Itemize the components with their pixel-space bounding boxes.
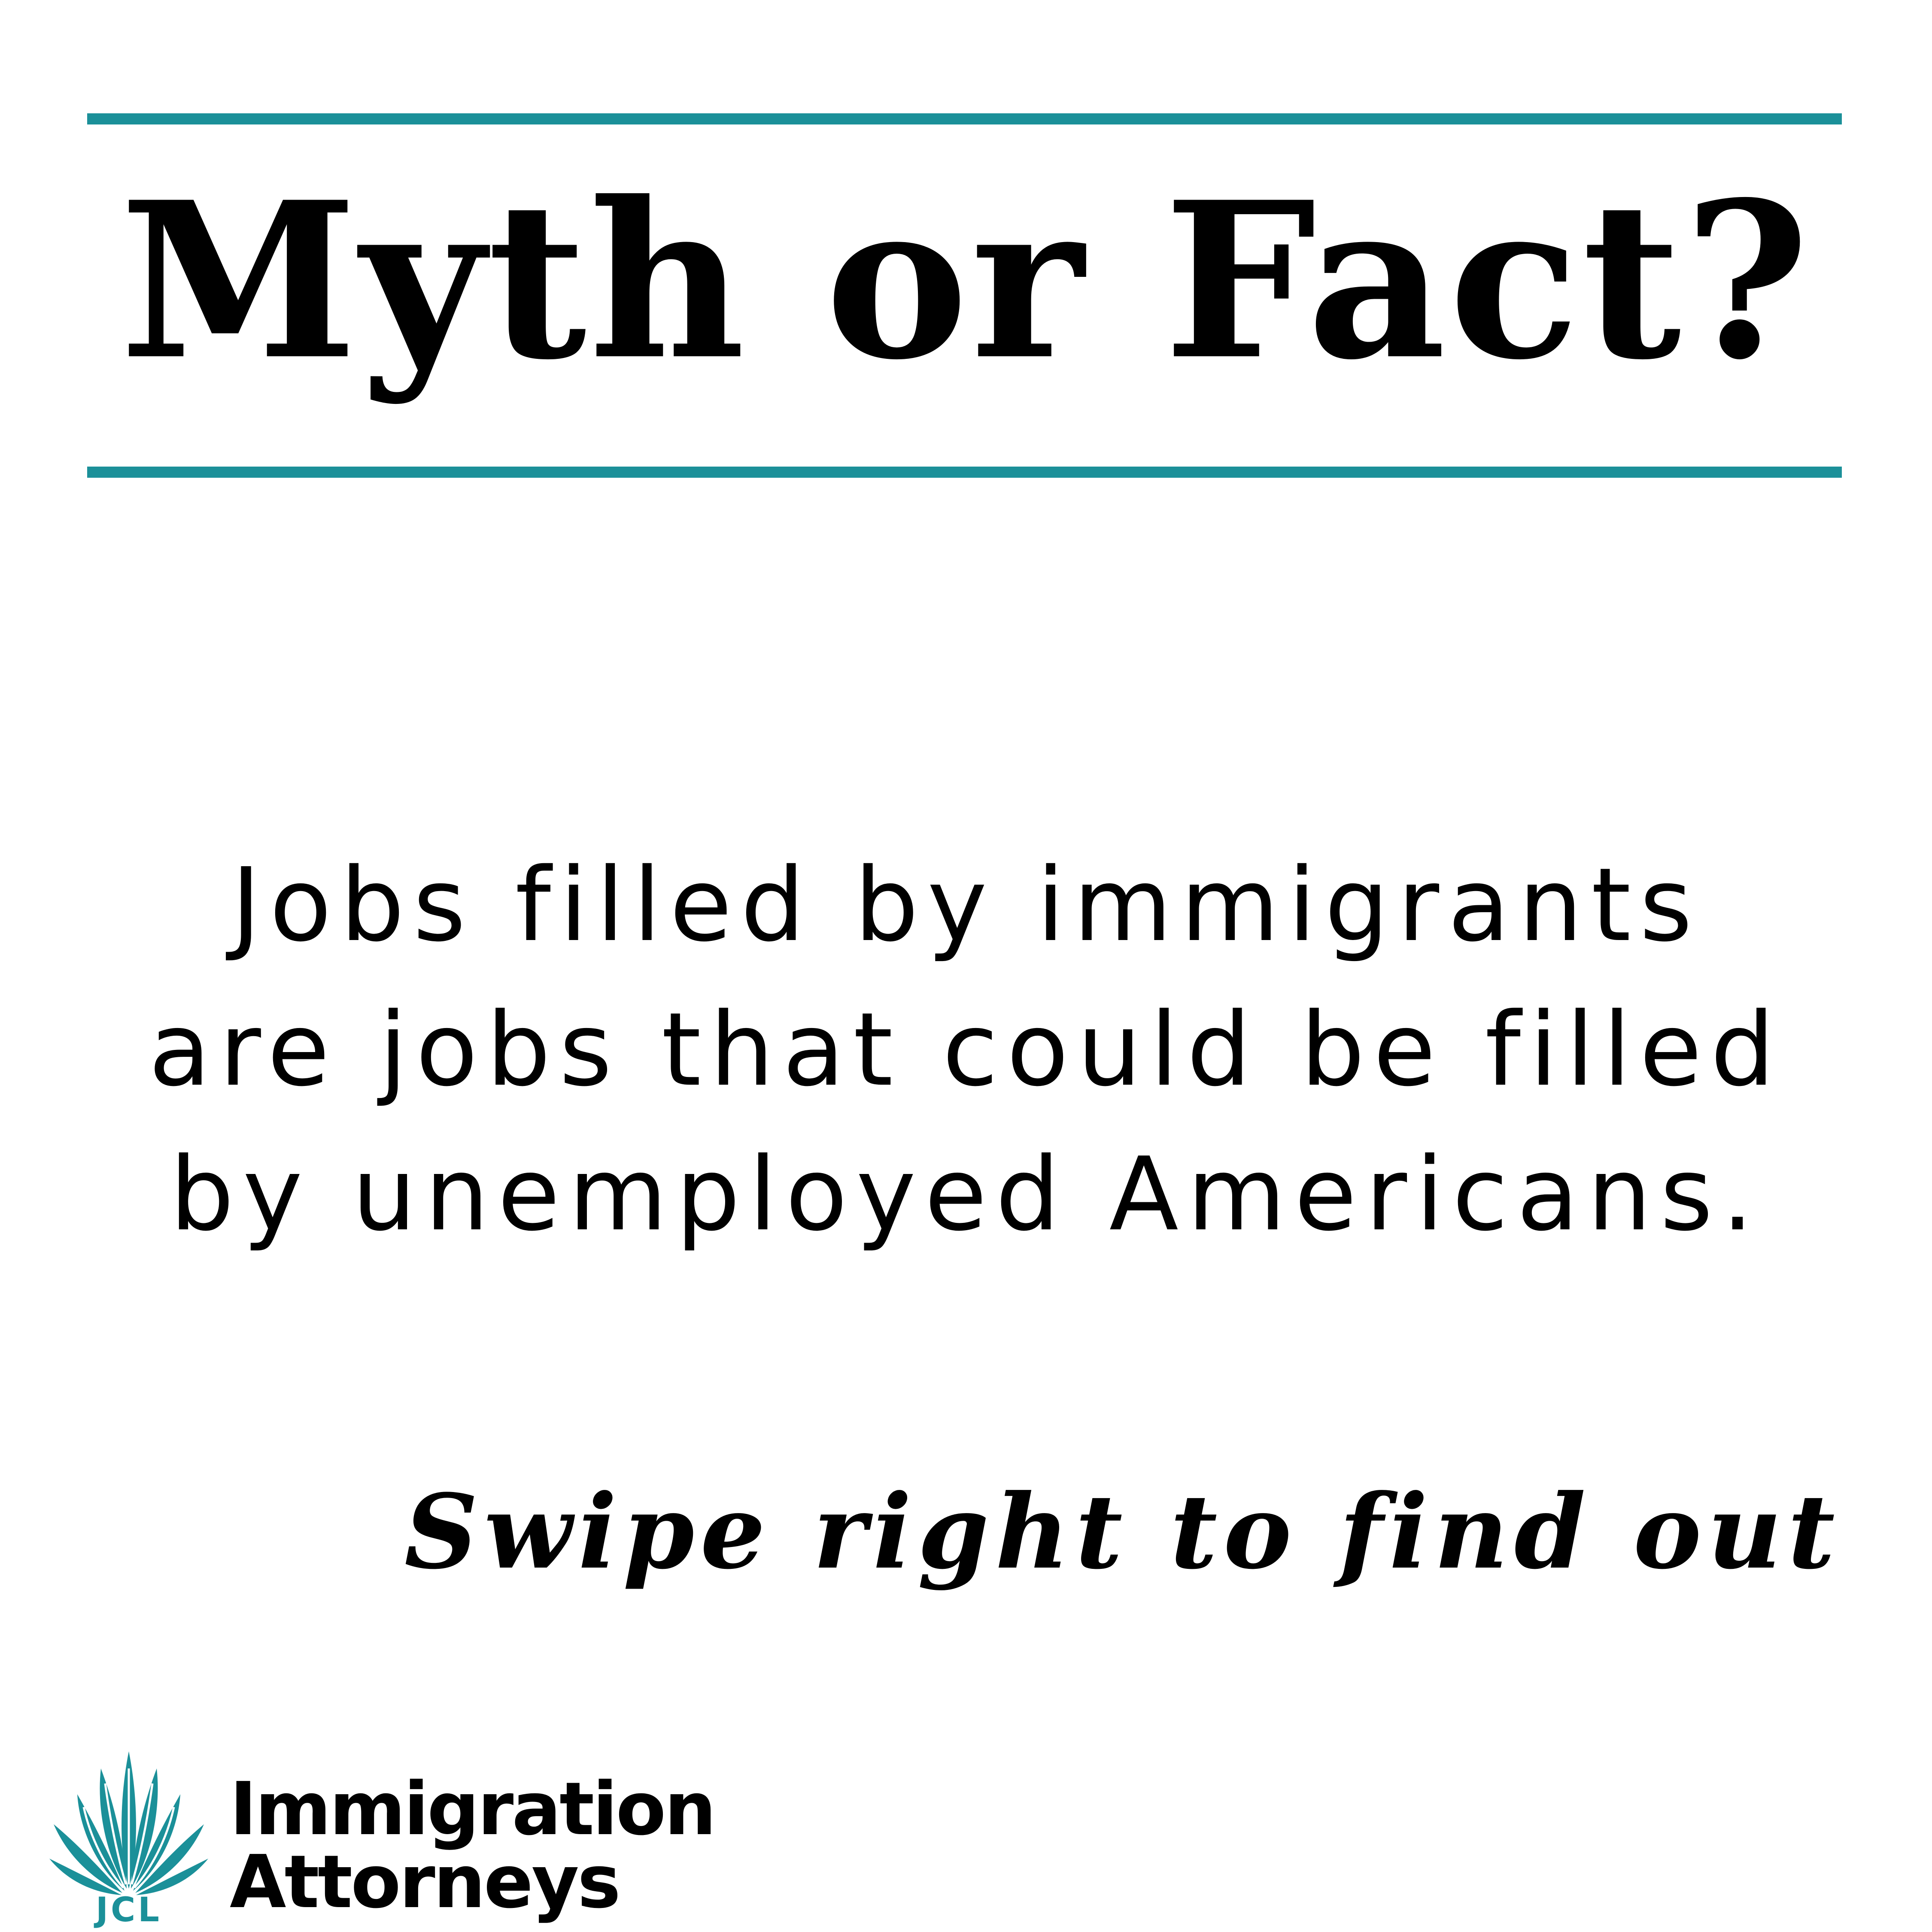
agave-plant-icon [49,1751,208,1895]
swipe-prompt: Swipe right to find out [404,1472,1841,1592]
brand-logo: JCL Immigration Attorneys [41,1743,716,1929]
bottom-divider [87,467,1842,478]
statement-line: by unemployed Americans. [170,1135,1762,1253]
statement-line: are jobs that could be filled [149,991,1783,1109]
statement-line: Jobs filled by immigrants [231,846,1701,964]
firm-name-line: Immigration [230,1767,716,1852]
firm-name: Immigration Attorneys [230,1767,716,1925]
firm-name-line: Attorneys [230,1840,621,1925]
top-divider [87,113,1842,124]
statement: Jobs filled by immigrants are jobs that … [0,833,1932,1267]
headline: Myth or Fact? [120,155,1812,407]
logo-initials: JCL [96,1891,162,1929]
